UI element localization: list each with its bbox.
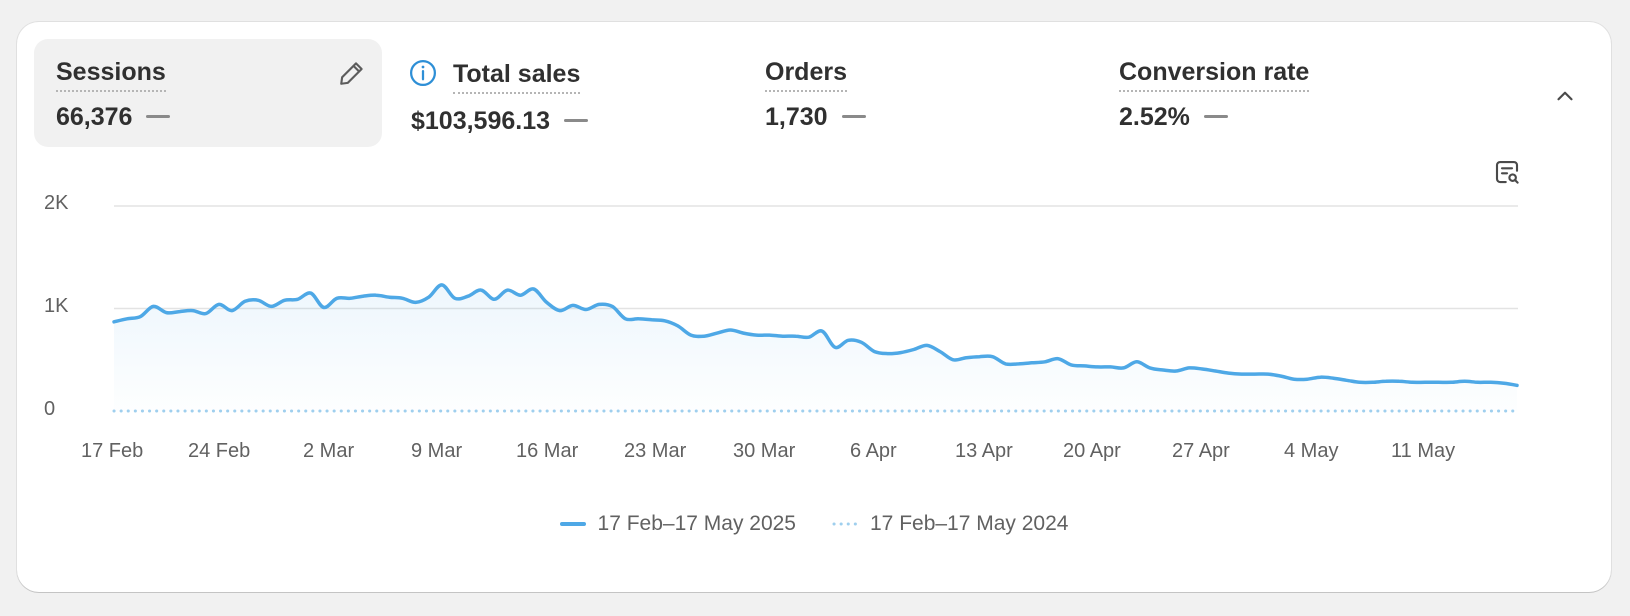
y-tick-label: 1K	[44, 295, 69, 317]
x-tick-label: 13 Apr	[955, 440, 1013, 462]
x-tick-label: 27 Apr	[1172, 440, 1230, 462]
x-tick-label: 23 Mar	[624, 440, 687, 462]
x-tick-label: 20 Apr	[1063, 440, 1121, 462]
x-tick-label: 11 May	[1391, 440, 1456, 462]
metric-value-conversion-rate-text: 2.52%	[1119, 103, 1190, 131]
metric-value-orders: 1,730	[765, 103, 866, 131]
metric-label-conversion-rate[interactable]: Conversion rate	[1119, 58, 1310, 92]
sessions-chart-card: Sessions 66,376 Total sales $103,596.13 …	[17, 22, 1611, 592]
metric-label-total-sales[interactable]: Total sales	[453, 60, 581, 94]
metric-label-sessions[interactable]: Sessions	[56, 58, 166, 92]
x-tick-label: 24 Feb	[188, 440, 251, 462]
metric-tab-sessions[interactable]: Sessions 66,376	[34, 39, 382, 147]
series-area-current	[114, 284, 1517, 411]
info-icon[interactable]	[407, 57, 439, 89]
chevron-up-icon[interactable]	[1547, 78, 1583, 114]
x-tick-label: 4 May	[1284, 440, 1339, 462]
comparison-dash	[1203, 114, 1228, 118]
metric-value-sessions: 66,376	[56, 103, 171, 131]
y-tick-label: 0	[44, 398, 56, 420]
legend-dotted-line-icon	[832, 522, 858, 526]
metric-label-orders[interactable]: Orders	[765, 58, 847, 92]
legend-label-current: 17 Feb–17 May 2025	[597, 512, 796, 535]
legend-label-comparison: 17 Feb–17 May 2024	[870, 512, 1069, 535]
x-tick-label: 30 Mar	[733, 440, 796, 462]
chart-legend: 17 Feb–17 May 2025 17 Feb–17 May 2024	[17, 512, 1611, 536]
series-line-current[interactable]	[112, 283, 1519, 388]
metric-tab-total-sales[interactable]: Total sales $103,596.13	[397, 39, 737, 147]
metric-tab-orders[interactable]: Orders 1,730	[751, 39, 1091, 147]
x-tick-label: 9 Mar	[411, 440, 463, 462]
x-tick-label: 6 Apr	[850, 440, 897, 462]
legend-item-comparison[interactable]: 17 Feb–17 May 2024	[832, 512, 1068, 536]
metric-tab-conversion-rate[interactable]: Conversion rate 2.52%	[1105, 39, 1445, 147]
comparison-dash	[146, 114, 171, 118]
pencil-icon[interactable]	[334, 55, 370, 91]
metric-value-total-sales: $103,596.13	[411, 107, 589, 135]
sessions-line-chart[interactable]	[17, 22, 1611, 492]
x-tick-label: 2 Mar	[303, 440, 355, 462]
y-tick-label: 2K	[44, 192, 69, 214]
metric-value-total-sales-text: $103,596.13	[411, 107, 551, 135]
legend-solid-line-icon	[559, 522, 586, 526]
x-tick-label: 16 Mar	[516, 440, 579, 462]
metric-value-orders-text: 1,730	[765, 103, 828, 131]
legend-item-current[interactable]: 17 Feb–17 May 2025	[559, 512, 796, 536]
search-report-icon[interactable]	[1489, 154, 1525, 190]
metric-value-conversion-rate: 2.52%	[1119, 103, 1228, 131]
comparison-dash	[564, 118, 589, 122]
x-tick-label: 17 Feb	[81, 440, 144, 462]
comparison-dash	[841, 114, 866, 118]
metric-value-sessions-text: 66,376	[56, 103, 133, 131]
